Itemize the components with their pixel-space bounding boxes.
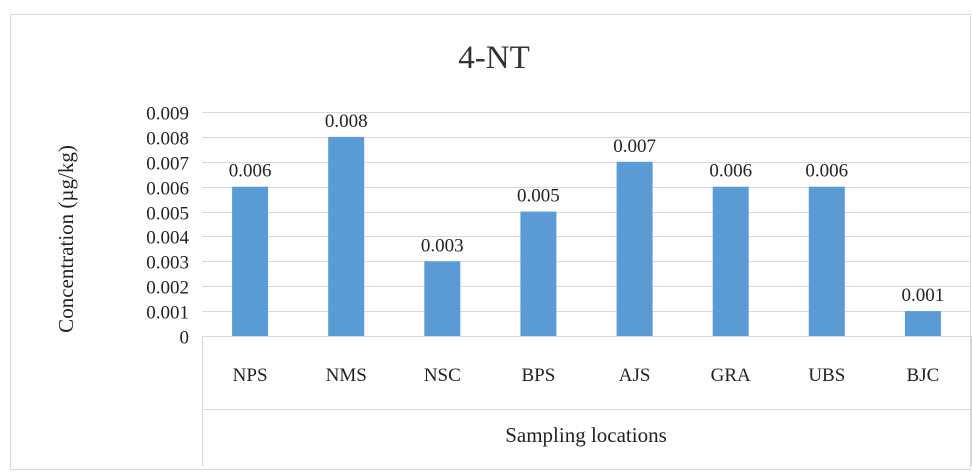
bar-nsc [424,261,461,336]
y-tick-label: 0.003 [146,253,189,274]
category-label: UBS [808,365,845,386]
y-axis-ticks: 0 0.001 0.002 0.003 0.004 0.005 0.006 0.007 0.00… [146,104,189,349]
data-label: 0.005 [517,186,560,207]
bar-bps [520,211,557,336]
bar-gra [712,186,749,336]
bar-bjc [904,311,941,336]
data-labels: 0.006 0.008 0.003 0.005 0.007 0.006 0.006 0.001 [229,111,945,306]
y-tick-label: 0.001 [146,303,189,324]
data-label: 0.006 [805,161,848,182]
y-tick-label: 0.006 [146,179,189,200]
x-axis-title: Sampling locations [505,423,667,447]
category-label: NSC [424,365,461,386]
category-label: BPS [521,365,555,386]
y-axis-title: Concentration (µg/kg) [54,145,78,333]
y-tick-label: 0.004 [146,228,189,249]
data-label: 0.003 [421,235,464,256]
category-label: AJS [619,365,651,386]
category-label: BJC [907,365,940,386]
data-label: 0.001 [902,285,945,306]
category-label: NMS [326,365,367,386]
y-tick-label: 0.005 [146,204,189,225]
y-tick-label: 0.002 [146,278,189,299]
y-tick-label: 0 [180,328,190,349]
bar-nps [232,186,269,336]
y-tick-label: 0.007 [146,154,189,175]
bars [232,136,941,336]
y-tick-label: 0.008 [146,129,189,150]
category-label: GRA [711,365,751,386]
chart-title: 4-NT [458,40,529,76]
data-label: 0.008 [325,111,368,132]
category-labels: NPS NMS NSC BPS AJS GRA UBS BJC [233,365,940,386]
category-label: NPS [233,365,268,386]
y-tick-label: 0.009 [146,104,189,125]
bar-nms [328,136,365,336]
data-label: 0.006 [229,161,272,182]
bar-ubs [808,186,845,336]
bar-ajs [616,161,653,336]
data-label: 0.006 [709,161,752,182]
data-label: 0.007 [613,136,656,157]
